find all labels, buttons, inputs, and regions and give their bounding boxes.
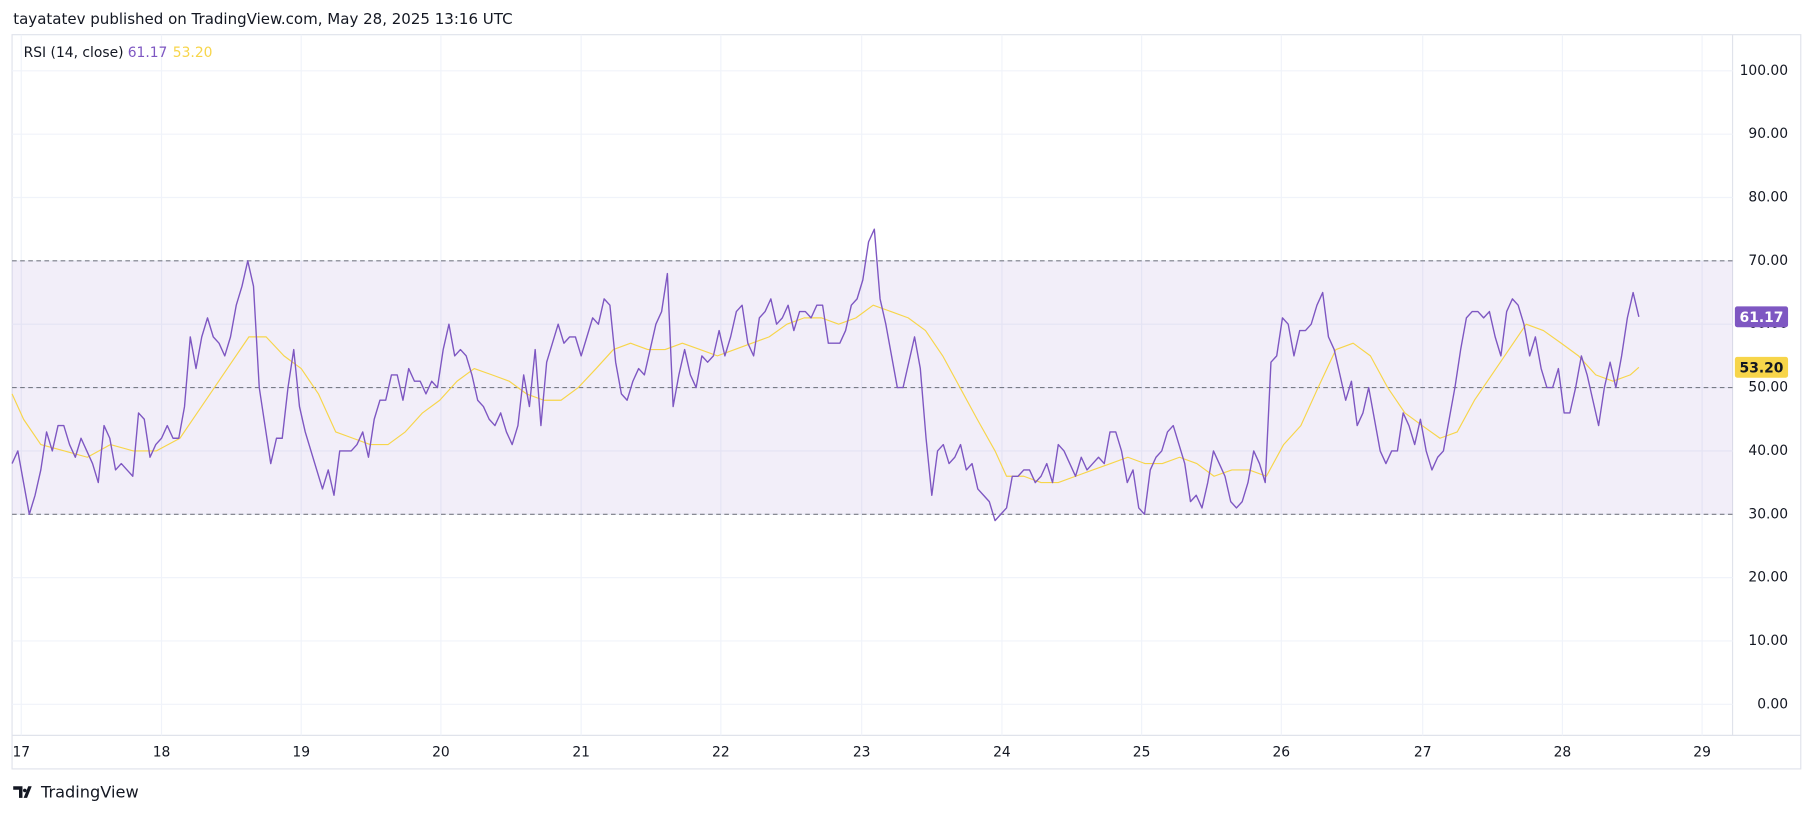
y-tick-label: 20.00	[1748, 570, 1788, 586]
x-tick-label: 24	[993, 745, 1011, 761]
frame	[11, 34, 1802, 770]
x-tick-label: 22	[712, 745, 730, 761]
price-tag-label: 53.20	[1740, 360, 1784, 376]
header: tayatatev published on TradingView.com, …	[13, 10, 512, 28]
y-tick-label: 10.00	[1748, 633, 1788, 649]
x-tick-label: 25	[1133, 745, 1151, 761]
brand-logo	[13, 786, 32, 798]
legend-value: 61.17	[128, 45, 168, 61]
price-tag-label: 61.17	[1740, 310, 1784, 326]
x-tick-label: 28	[1554, 745, 1572, 761]
x-tick-label: 29	[1693, 745, 1711, 761]
y-tick-label: 40.00	[1748, 443, 1788, 459]
y-tick-label: 50.00	[1748, 380, 1788, 396]
y-tick-label: 30.00	[1748, 506, 1788, 522]
y-tick-label: 80.00	[1748, 190, 1788, 206]
y-tick-label: 90.00	[1748, 126, 1788, 142]
price-tag	[1734, 356, 1789, 378]
legend-value: 53.20	[173, 45, 213, 61]
x-tick-label: 17	[12, 745, 30, 761]
x-tick-label: 20	[432, 745, 450, 761]
x-tick-label: 19	[292, 745, 310, 761]
x-tick-label: 27	[1414, 745, 1432, 761]
x-tick-label: 26	[1272, 745, 1290, 761]
brand: TradingView	[40, 783, 139, 802]
x-tick-label: 18	[153, 745, 171, 761]
series-line	[11, 228, 1640, 522]
price-tag	[1734, 306, 1789, 328]
plot	[11, 34, 1733, 736]
x-tick-label: 23	[853, 745, 871, 761]
legend-title: RSI (14, close)	[24, 45, 124, 61]
y-tick-label: 0.00	[1757, 696, 1788, 712]
y-tick-label: 70.00	[1748, 253, 1788, 269]
y-tick-label: 100.00	[1740, 63, 1789, 79]
x-tick-label: 21	[572, 745, 590, 761]
